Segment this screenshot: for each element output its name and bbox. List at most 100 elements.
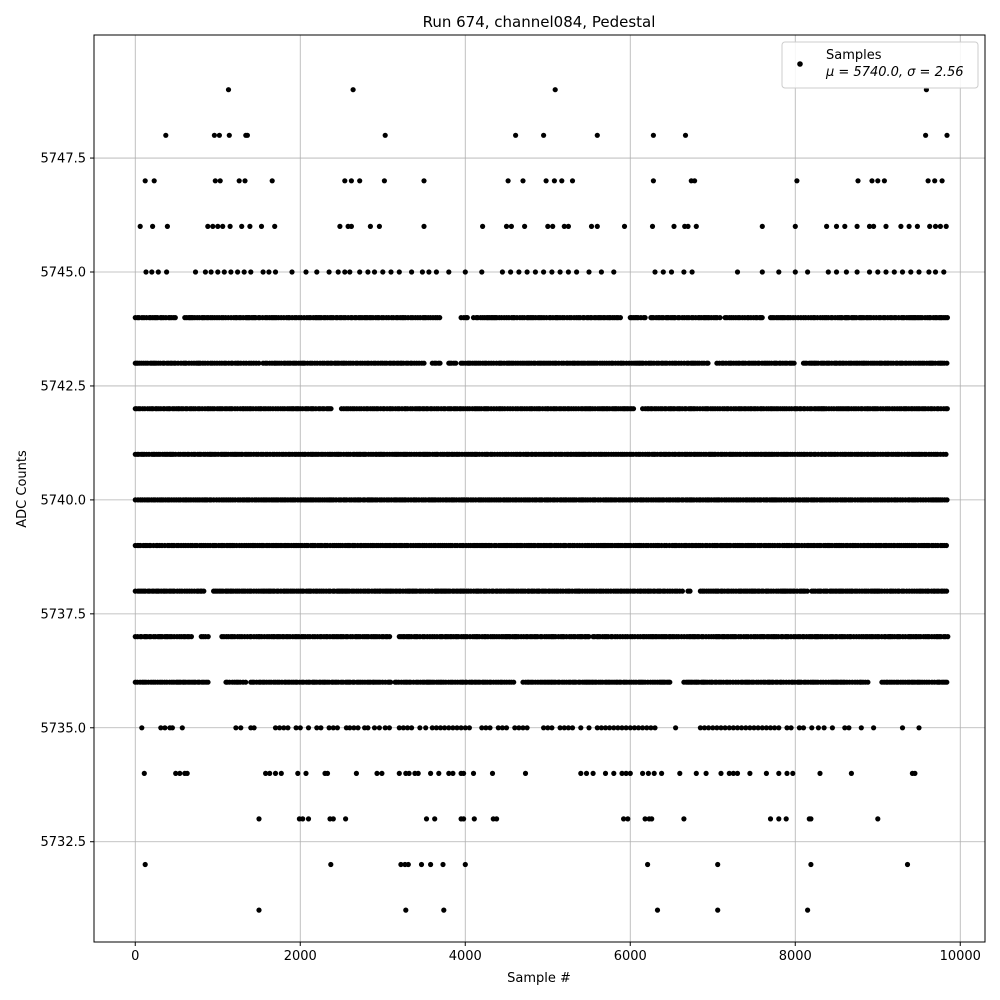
data-point xyxy=(574,269,580,275)
data-point xyxy=(667,679,673,685)
data-point xyxy=(927,223,933,229)
data-point xyxy=(755,725,761,731)
data-point xyxy=(854,269,860,275)
data-point xyxy=(337,223,343,229)
data-point xyxy=(405,861,411,868)
data-point xyxy=(809,725,815,731)
data-point xyxy=(149,269,155,275)
data-point xyxy=(550,223,556,229)
data-point xyxy=(495,725,501,731)
data-point xyxy=(303,770,309,777)
data-point xyxy=(932,269,939,275)
data-point xyxy=(462,269,468,275)
data-point xyxy=(578,770,584,777)
data-point xyxy=(767,725,774,731)
data-point xyxy=(396,269,402,275)
data-point xyxy=(371,725,378,731)
data-point xyxy=(266,269,272,275)
data-point xyxy=(557,725,563,731)
data-point xyxy=(594,132,600,138)
data-point xyxy=(404,725,411,731)
data-point xyxy=(703,770,709,777)
data-point xyxy=(625,816,631,822)
data-point xyxy=(162,725,168,731)
data-point xyxy=(932,223,939,229)
data-point xyxy=(642,816,648,822)
data-point xyxy=(208,269,214,275)
data-point xyxy=(776,269,782,275)
data-point xyxy=(522,223,528,229)
data-point xyxy=(461,770,467,777)
data-point xyxy=(244,132,250,138)
data-point xyxy=(418,861,425,868)
data-point xyxy=(379,770,385,777)
data-point xyxy=(381,178,387,184)
data-point xyxy=(642,315,648,321)
data-point xyxy=(706,725,712,731)
data-point xyxy=(925,178,931,184)
data-point xyxy=(944,497,950,503)
data-point xyxy=(899,725,906,731)
data-point xyxy=(330,816,336,822)
data-point xyxy=(640,770,646,777)
data-point xyxy=(305,725,312,731)
data-point xyxy=(479,269,485,275)
data-point xyxy=(503,223,510,229)
data-point xyxy=(871,725,877,731)
data-point xyxy=(324,770,331,777)
data-point xyxy=(351,725,357,731)
data-point xyxy=(649,223,656,229)
data-point xyxy=(772,725,778,731)
data-point xyxy=(944,360,950,366)
data-point xyxy=(824,223,830,229)
data-point xyxy=(137,223,143,229)
data-point xyxy=(376,725,382,731)
x-axis-label: Sample # xyxy=(507,971,571,986)
data-point xyxy=(598,725,605,731)
y-tick-label: 5740.0 xyxy=(41,493,87,508)
data-point xyxy=(437,360,443,366)
data-point xyxy=(428,770,434,777)
data-point xyxy=(423,725,429,731)
data-point xyxy=(743,725,749,731)
data-point xyxy=(869,178,875,184)
data-point xyxy=(387,634,393,640)
data-point xyxy=(649,816,655,822)
data-point xyxy=(483,725,489,731)
data-point xyxy=(759,269,765,275)
data-point xyxy=(808,861,814,868)
y-axis-label: ADC Counts xyxy=(15,450,30,528)
data-point xyxy=(335,269,341,275)
data-point xyxy=(350,87,356,93)
data-point xyxy=(790,770,796,777)
data-point xyxy=(586,725,592,731)
data-point xyxy=(943,451,949,457)
data-point xyxy=(417,725,423,731)
data-point xyxy=(281,725,287,731)
data-point xyxy=(815,725,822,731)
data-point xyxy=(446,725,452,731)
data-point xyxy=(382,725,388,731)
data-point xyxy=(314,725,320,731)
data-point xyxy=(215,269,221,275)
data-point xyxy=(450,770,456,777)
data-point xyxy=(891,269,897,275)
data-point xyxy=(871,223,877,229)
data-point xyxy=(692,178,698,184)
data-point xyxy=(272,269,279,275)
data-point xyxy=(565,223,572,229)
data-point xyxy=(681,816,687,822)
y-tick-label: 5732.5 xyxy=(41,835,87,850)
data-point xyxy=(169,725,175,731)
data-point xyxy=(511,679,517,685)
legend-marker xyxy=(797,61,803,67)
data-point xyxy=(545,725,551,731)
data-point xyxy=(289,269,295,275)
data-point xyxy=(673,725,679,731)
data-point xyxy=(883,223,889,229)
data-point xyxy=(734,269,741,275)
data-point xyxy=(342,269,348,275)
x-tick-label: 4000 xyxy=(449,949,482,964)
y-tick-label: 5745.0 xyxy=(41,266,87,281)
data-point xyxy=(693,223,699,229)
